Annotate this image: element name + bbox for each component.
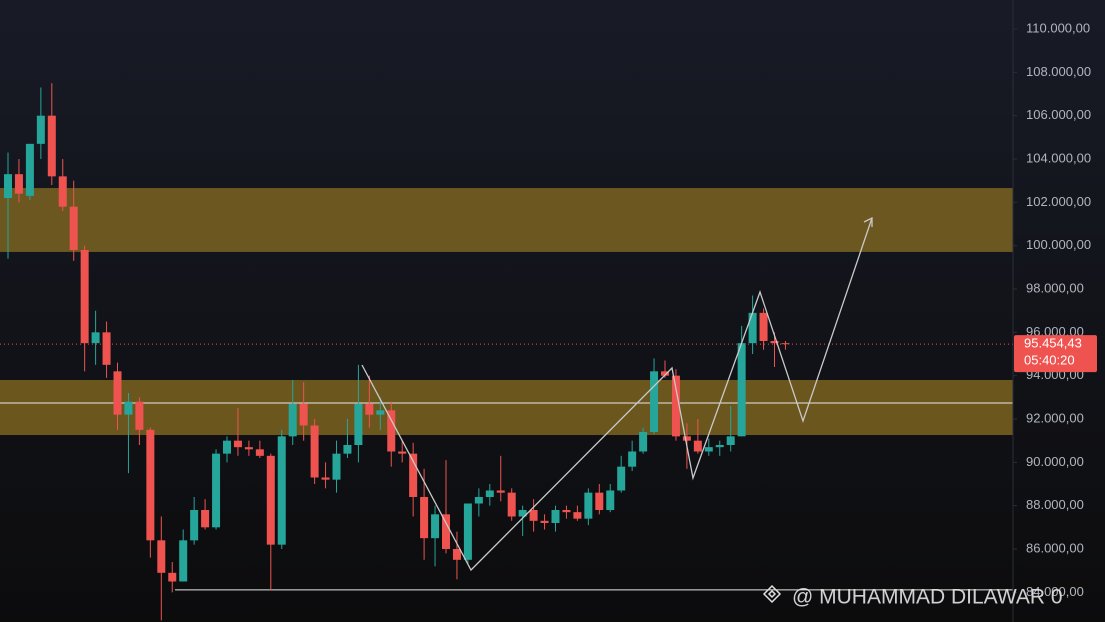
candle-body bbox=[671, 375, 680, 437]
candle-body bbox=[507, 492, 516, 517]
candle-body bbox=[617, 466, 626, 491]
candle-body bbox=[91, 332, 100, 344]
y-tick-label: 96.000,00 bbox=[1026, 324, 1084, 339]
candle-body bbox=[628, 451, 637, 467]
candle-body bbox=[650, 371, 659, 432]
candle-body bbox=[529, 509, 538, 521]
candle-body bbox=[255, 449, 264, 456]
candle-body bbox=[36, 115, 45, 144]
candle-body bbox=[146, 429, 155, 541]
candle-body bbox=[113, 371, 122, 415]
candle-body bbox=[639, 431, 648, 452]
zigzag-drawing bbox=[361, 217, 873, 572]
candle-body bbox=[299, 403, 308, 426]
candle-body bbox=[398, 451, 407, 454]
candle-body bbox=[431, 514, 440, 539]
candle-body bbox=[266, 455, 275, 545]
candle-body bbox=[442, 514, 450, 549]
candle-body bbox=[781, 343, 790, 345]
candle-body bbox=[463, 503, 472, 560]
y-tick-label: 90.000,00 bbox=[1026, 454, 1084, 469]
candle-body bbox=[759, 312, 768, 342]
last-price-box bbox=[1014, 335, 1097, 373]
arrow-head bbox=[863, 216, 873, 227]
candle-body bbox=[584, 492, 593, 519]
y-tick-label: 104.000,00 bbox=[1026, 150, 1091, 165]
y-tick-label: 92.000,00 bbox=[1026, 410, 1084, 425]
candle-body bbox=[14, 174, 23, 194]
candle-body bbox=[135, 401, 144, 430]
candle-body bbox=[376, 410, 385, 415]
y-tick-label: 100.000,00 bbox=[1026, 237, 1091, 252]
y-tick-label: 108.000,00 bbox=[1026, 64, 1091, 79]
y-tick-label: 110.000,00 bbox=[1026, 20, 1090, 35]
candle-body bbox=[179, 540, 188, 582]
candle-body bbox=[770, 341, 779, 344]
candle-body bbox=[80, 250, 89, 344]
candle-body bbox=[157, 540, 166, 573]
candle-body bbox=[69, 206, 78, 251]
candle-body bbox=[595, 492, 604, 510]
candle-body bbox=[387, 410, 396, 452]
candle-body bbox=[496, 490, 505, 493]
candle-body bbox=[310, 425, 319, 478]
zone bbox=[0, 380, 1013, 436]
candle-body bbox=[737, 343, 746, 437]
candle-body bbox=[288, 403, 297, 437]
candle-body bbox=[25, 143, 34, 196]
candle-body bbox=[518, 509, 527, 517]
candle-body bbox=[168, 572, 177, 582]
watermark-group: @ MUHAMMAD DILAWAR 0 bbox=[762, 584, 1063, 609]
candle-body bbox=[343, 444, 352, 454]
candle-body bbox=[102, 332, 111, 365]
candle-body bbox=[365, 403, 374, 415]
y-tick-label: 84.000,00 bbox=[1026, 584, 1084, 599]
watermark: @ MUHAMMAD DILAWAR 0 bbox=[792, 586, 1063, 609]
candle-body bbox=[201, 509, 210, 528]
candle-body bbox=[726, 436, 735, 445]
candle-body bbox=[704, 447, 713, 452]
y-tick-label: 86.000,00 bbox=[1026, 540, 1084, 555]
y-tick-label: 102.000,00 bbox=[1026, 194, 1091, 209]
candle-body bbox=[452, 548, 461, 560]
candle-body bbox=[420, 496, 429, 539]
candle-body bbox=[47, 115, 56, 177]
zone bbox=[0, 188, 1013, 252]
candle-body bbox=[190, 509, 199, 541]
countdown-label: 05:40:20 bbox=[1024, 353, 1075, 368]
candle-body bbox=[277, 436, 286, 545]
candle-body bbox=[409, 453, 418, 497]
candle-body bbox=[551, 509, 560, 523]
candle-body bbox=[682, 436, 691, 441]
candle-body bbox=[233, 440, 242, 448]
candle-body bbox=[693, 440, 702, 452]
candle-body bbox=[354, 403, 363, 445]
candle-body bbox=[485, 490, 494, 497]
y-tick-label: 88.000,00 bbox=[1026, 497, 1084, 512]
candle-body bbox=[474, 496, 483, 504]
candle-body bbox=[212, 453, 221, 528]
watermark-logo bbox=[762, 584, 782, 604]
candle-body bbox=[661, 371, 669, 376]
candle-body bbox=[606, 490, 615, 510]
candle-body bbox=[321, 477, 330, 480]
candle-body bbox=[332, 453, 341, 480]
y-tick-label: 106.000,00 bbox=[1026, 107, 1091, 122]
candle-body bbox=[58, 176, 67, 207]
candle-body bbox=[223, 440, 231, 454]
candle-body bbox=[540, 520, 549, 523]
candle-body bbox=[573, 512, 582, 519]
candle-body bbox=[715, 444, 724, 448]
y-tick-label: 98.000,00 bbox=[1026, 280, 1084, 295]
candle-body bbox=[4, 174, 12, 199]
candle-body bbox=[748, 312, 757, 344]
candle-body bbox=[562, 509, 571, 513]
candle-body bbox=[244, 447, 253, 450]
last-price-label: 95.454,43 bbox=[1024, 336, 1082, 351]
candle-body bbox=[124, 401, 133, 415]
